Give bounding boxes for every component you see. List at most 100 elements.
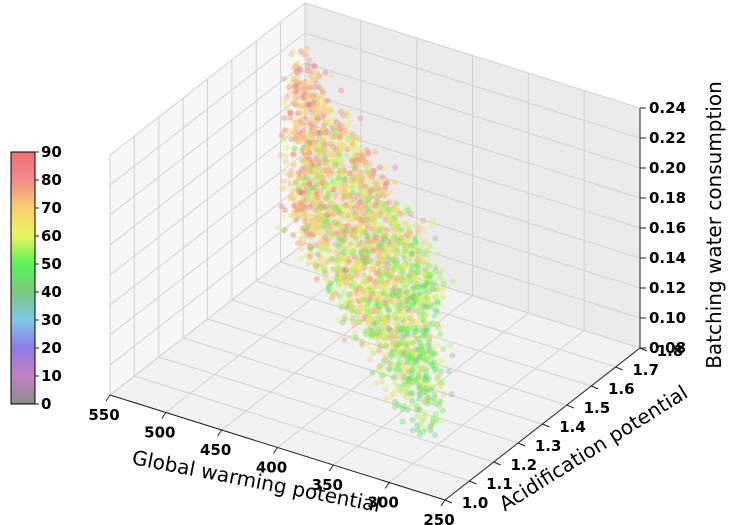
data-point: [393, 276, 400, 283]
data-point: [346, 291, 353, 298]
data-point: [300, 95, 307, 102]
data-point: [343, 152, 350, 159]
data-point: [301, 198, 308, 205]
data-point: [302, 102, 309, 109]
data-point: [372, 149, 379, 155]
data-point: [321, 268, 328, 275]
data-point: [292, 116, 299, 123]
data-point: [301, 217, 308, 224]
data-point: [377, 189, 384, 196]
data-point: [365, 165, 372, 172]
data-point: [401, 326, 408, 333]
data-point: [383, 227, 390, 234]
data-point: [335, 317, 342, 324]
data-point: [303, 51, 309, 58]
data-point: [331, 205, 338, 212]
data-point: [299, 138, 306, 145]
data-point: [372, 303, 379, 310]
data-point: [288, 187, 295, 194]
data-point: [354, 309, 360, 315]
colorbar-tick-label: 80: [41, 171, 62, 189]
data-point: [376, 199, 383, 206]
data-point: [348, 299, 355, 306]
data-point: [376, 271, 383, 278]
data-point: [381, 262, 388, 269]
data-point: [361, 278, 368, 285]
data-point: [349, 318, 356, 325]
data-point: [318, 246, 325, 253]
data-point: [391, 341, 398, 347]
data-point: [371, 247, 378, 254]
data-point: [316, 84, 323, 91]
data-point: [314, 105, 321, 111]
data-point: [367, 257, 374, 264]
data-point: [325, 229, 332, 236]
data-point: [318, 246, 325, 252]
x-tick-mark: [273, 447, 278, 454]
data-point: [325, 248, 331, 255]
data-point: [339, 131, 346, 138]
data-point: [332, 222, 339, 229]
data-point: [399, 277, 406, 284]
grid-line: [304, 242, 641, 349]
data-point: [392, 369, 399, 376]
data-point: [323, 193, 330, 200]
data-point: [391, 217, 398, 224]
data-point: [296, 189, 303, 196]
data-point: [312, 97, 318, 104]
data-point: [307, 190, 314, 197]
data-point: [374, 244, 381, 251]
data-point: [366, 168, 373, 175]
data-point: [398, 240, 404, 247]
data-point: [301, 145, 308, 152]
data-point: [292, 192, 299, 199]
data-point: [302, 187, 309, 194]
data-point: [313, 221, 320, 228]
data-point: [385, 238, 392, 245]
data-point: [281, 75, 288, 82]
data-point: [315, 171, 322, 178]
data-point: [379, 378, 386, 385]
data-point: [392, 281, 399, 288]
data-point: [327, 107, 334, 114]
data-point: [299, 100, 306, 107]
data-point: [304, 67, 311, 74]
data-point: [395, 354, 402, 361]
data-point: [382, 247, 389, 254]
data-point: [341, 213, 348, 220]
data-point: [362, 196, 369, 203]
data-point: [342, 253, 349, 260]
data-point: [315, 202, 322, 209]
data-point: [425, 262, 432, 269]
data-point: [318, 175, 325, 182]
data-point: [332, 217, 339, 223]
data-point: [445, 368, 452, 374]
data-point: [309, 80, 316, 87]
data-point: [366, 296, 373, 302]
data-point: [351, 279, 357, 286]
data-point: [301, 210, 308, 217]
data-point: [303, 183, 309, 190]
data-point: [317, 187, 324, 194]
data-point: [349, 179, 356, 186]
data-point: [280, 178, 287, 185]
data-point: [308, 231, 315, 238]
data-point: [381, 165, 388, 172]
data-point: [331, 290, 338, 297]
data-point: [402, 370, 409, 377]
data-point: [380, 192, 387, 199]
data-point: [398, 368, 405, 375]
data-point: [317, 109, 324, 116]
data-point: [304, 177, 311, 184]
data-point: [338, 209, 345, 216]
data-point: [411, 244, 418, 251]
data-point: [393, 207, 400, 214]
data-point: [396, 287, 403, 294]
data-point: [342, 202, 349, 209]
data-point: [377, 343, 384, 350]
data-point: [355, 254, 362, 261]
data-point: [317, 179, 324, 186]
data-point: [373, 198, 380, 205]
data-point: [318, 245, 325, 252]
data-point: [422, 330, 429, 337]
